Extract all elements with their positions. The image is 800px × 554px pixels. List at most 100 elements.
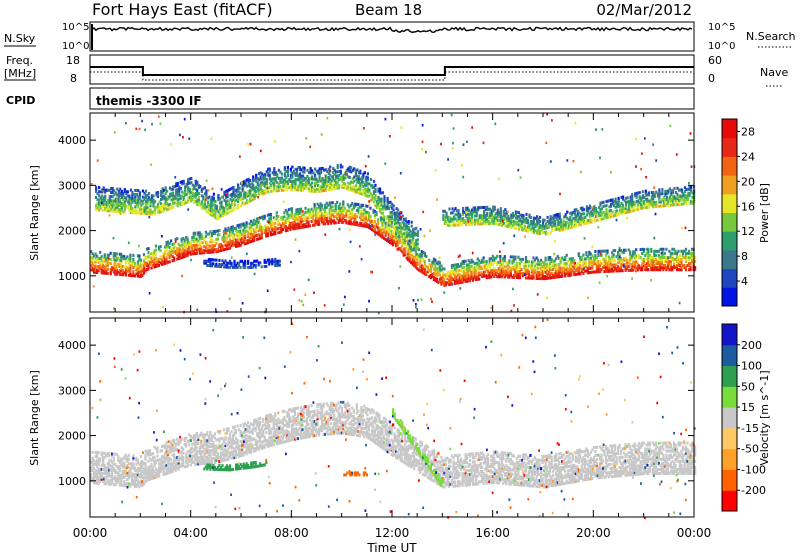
scatter-cell (659, 266, 662, 270)
scatter-cell (499, 271, 502, 275)
scatter-cell (509, 273, 512, 277)
scatter-cell (135, 211, 138, 215)
scatter-cell (129, 274, 132, 277)
scatter-cell (381, 205, 385, 209)
scatter-cell (160, 191, 163, 195)
scatter-cell (669, 260, 672, 263)
scatter-cell (108, 207, 111, 211)
scatter-cell (277, 215, 280, 218)
scatter-cell (616, 213, 619, 217)
scatter-cell (212, 248, 215, 252)
scatter-cell (490, 257, 493, 261)
scatter-cell (318, 175, 321, 179)
scatter-cell (222, 238, 226, 241)
scatter-cell (653, 194, 656, 198)
scatter-cell (351, 187, 354, 191)
scatter-cell (618, 259, 621, 263)
scatter-cell (561, 256, 564, 260)
scatter-cell (440, 276, 443, 280)
scatter-cell (108, 199, 111, 203)
scatter-cell (114, 197, 117, 201)
scatter-cell (694, 266, 697, 270)
scatter-cell (164, 198, 167, 202)
scatter-cell (474, 214, 477, 218)
scatter-cell (550, 259, 553, 263)
scatter-cell (212, 192, 215, 196)
scatter-cell (507, 219, 510, 222)
scatter-cell (513, 226, 516, 230)
scatter-cell (150, 260, 153, 264)
scatter-cell (166, 208, 169, 212)
scatter-cell (245, 241, 248, 245)
scatter-cell (115, 268, 118, 272)
scatter-cell (246, 178, 249, 182)
scatter-cell (561, 274, 564, 278)
scatter-cell (539, 232, 542, 236)
scatter-cell (259, 191, 262, 195)
scatter-cell (415, 245, 418, 249)
scatter-cell (212, 198, 215, 202)
scatter-cell (392, 241, 395, 245)
scatter-cell (689, 253, 692, 257)
scatter-cell (172, 199, 175, 203)
scatter-cell (451, 207, 454, 211)
scatter-cell (171, 247, 174, 250)
scatter-cell (545, 224, 548, 228)
scatter-cell (225, 241, 229, 245)
scatter-cell (559, 268, 562, 272)
scatter-cell (234, 189, 237, 193)
scatter-cell (664, 198, 667, 201)
scatter-cell (478, 214, 481, 218)
scatter-cell (432, 259, 435, 263)
scatter-cell (511, 215, 514, 219)
scatter-cell (381, 225, 384, 229)
scatter-cell (476, 261, 479, 265)
scatter-cell (403, 218, 406, 221)
scatter-cell (522, 228, 525, 232)
scatter-cell (256, 221, 259, 225)
scatter-cell (480, 222, 483, 226)
scatter-cell (482, 270, 485, 274)
scatter-cell (359, 185, 362, 189)
scatter-cell (419, 255, 422, 259)
scatter-cell (470, 272, 473, 276)
scatter-cell (364, 224, 367, 228)
scatter-cell (194, 196, 197, 199)
scatter-cell (96, 258, 99, 262)
scatter-cell (176, 251, 179, 255)
scatter-cell (309, 183, 312, 187)
scatter-cell (318, 189, 321, 193)
scatter-cell (241, 183, 244, 187)
scatter-cell (125, 198, 128, 202)
scatter-cell (188, 251, 191, 255)
scatter-cell (327, 220, 330, 223)
scatter-cell (481, 214, 484, 218)
scatter-cell (141, 195, 144, 199)
scatter-cell (197, 247, 200, 251)
scatter-cell (383, 201, 386, 205)
scatter-cell (265, 190, 268, 194)
scatter-cell (188, 191, 191, 195)
scatter-cell (228, 230, 232, 234)
scatter-cell (200, 235, 203, 239)
scatter-cell (292, 171, 295, 175)
scatter-cell (336, 166, 339, 170)
scatter-cell (659, 256, 662, 259)
scatter-cell (230, 201, 234, 204)
scatter-cell (323, 182, 326, 186)
scatter-cell (115, 270, 118, 274)
scatter-cell (191, 187, 194, 191)
scatter-cell (544, 266, 547, 270)
scatter-cell (680, 249, 683, 253)
scatter-cell (179, 195, 182, 198)
scatter-cell (605, 204, 608, 208)
nsky-label: N.Sky (4, 32, 36, 45)
scatter-cell (238, 263, 241, 267)
scatter-cell (511, 259, 514, 263)
scatter-cell (446, 217, 450, 221)
scatter-cell (392, 204, 395, 208)
scatter-cell (396, 239, 399, 243)
scatter-cell (274, 173, 277, 177)
scatter-cell (307, 224, 310, 228)
scatter-cell (123, 210, 126, 214)
